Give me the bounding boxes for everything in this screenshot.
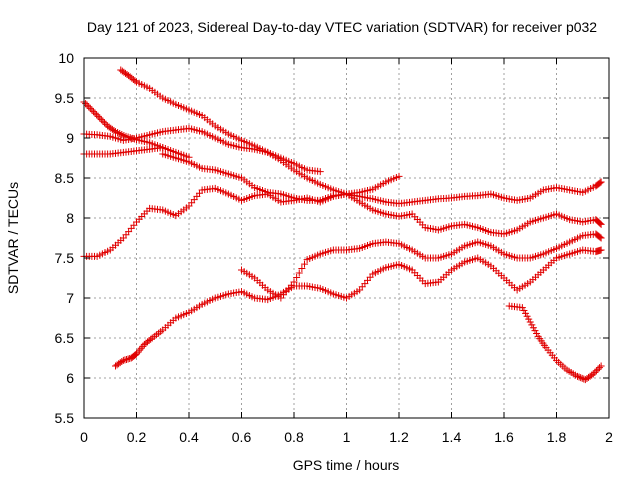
data-point-plus: [526, 318, 534, 326]
data-point-plus: [577, 374, 585, 382]
data-point-plus: [96, 114, 104, 122]
x-tick-label: 1.4: [442, 429, 462, 445]
data-point-plus: [88, 106, 96, 114]
y-tick-label: 7.5: [55, 250, 75, 266]
data-point-plus: [533, 330, 541, 338]
series-s7: [112, 246, 605, 370]
data-point-plus: [99, 117, 107, 125]
y-tick-label: 6.5: [55, 330, 75, 346]
y-tick-label: 9.5: [55, 90, 75, 106]
x-tick-label: 0.6: [232, 429, 252, 445]
x-tick-label: 2: [605, 429, 613, 445]
data-point-plus: [316, 168, 324, 176]
series-s6: [80, 184, 605, 260]
data-point-plus: [137, 344, 145, 352]
data-point-plus: [596, 233, 604, 241]
data-point-plus: [136, 346, 144, 354]
x-axis-label: GPS time / hours: [293, 457, 400, 473]
data-point-plus: [395, 172, 403, 180]
grid-lines: [84, 58, 609, 418]
data-point-plus: [94, 112, 102, 120]
data-point-plus: [520, 306, 528, 314]
y-tick-label: 8.5: [55, 170, 75, 186]
data-point-plus: [589, 370, 597, 378]
data-point-plus: [100, 119, 108, 127]
data-point-plus: [110, 126, 118, 134]
data-point-plus: [597, 178, 605, 186]
data-point-plus: [574, 372, 581, 380]
data-point-plus: [596, 219, 604, 227]
data-point-plus: [597, 220, 605, 228]
series-s4: [80, 144, 167, 158]
y-tick-label: 7: [66, 290, 74, 306]
x-tick-label: 1.2: [389, 429, 409, 445]
series-s9: [505, 302, 605, 384]
x-tick-label: 1.8: [547, 429, 567, 445]
data-point-plus: [118, 358, 126, 366]
data-point-plus: [298, 265, 306, 273]
x-axis-ticks: 0 0.2 0.4 0.6 0.8 1 1.2 1.4 1.6 1.8 2: [80, 58, 613, 445]
data-point-plus: [525, 315, 533, 323]
data-point-plus: [597, 362, 605, 370]
y-axis-label: SDTVAR / TECUs: [5, 182, 21, 294]
data-point-plus: [575, 373, 583, 381]
y-tick-label: 8: [66, 210, 74, 226]
data-point-plus: [295, 269, 303, 277]
data-point-plus: [89, 108, 97, 116]
data-point-plus: [293, 274, 301, 282]
data-point-plus: [592, 367, 600, 375]
data-point-plus: [290, 278, 298, 286]
data-point-plus: [97, 116, 105, 124]
data-point-plus: [528, 321, 536, 329]
x-tick-label: 0: [80, 429, 88, 445]
x-tick-label: 0.4: [179, 429, 199, 445]
x-tick-label: 1.6: [494, 429, 514, 445]
y-tick-label: 6: [66, 370, 74, 386]
data-point-plus: [159, 144, 167, 152]
y-tick-label: 9: [66, 130, 74, 146]
y-tick-label: 10: [58, 50, 74, 66]
data-point-plus: [139, 342, 147, 350]
data-points: [80, 66, 605, 384]
y-axis-ticks: 5.5 6 6.5 7 7.5 8 8.5 9 9.5 10: [55, 50, 609, 426]
data-point-plus: [596, 364, 604, 372]
data-point-plus: [596, 179, 604, 187]
series-s8: [238, 230, 605, 302]
data-point-plus: [523, 312, 531, 320]
x-tick-label: 0.2: [127, 429, 147, 445]
data-point-plus: [518, 304, 526, 312]
y-tick-label: 5.5: [55, 410, 75, 426]
x-tick-label: 0.8: [284, 429, 304, 445]
data-point-plus: [93, 111, 101, 119]
data-point-plus: [147, 335, 155, 343]
chart-title: Day 121 of 2023, Sidereal Day-to-day VTE…: [87, 19, 597, 35]
data-point-plus: [529, 324, 537, 332]
data-point-plus: [597, 246, 605, 254]
data-point-plus: [531, 327, 539, 335]
data-point-plus: [301, 260, 308, 268]
data-point-plus: [131, 77, 139, 85]
x-tick-label: 1: [343, 429, 351, 445]
data-point-plus: [86, 104, 94, 112]
data-point-plus: [91, 109, 99, 117]
data-point-plus: [83, 101, 91, 109]
data-point-plus: [594, 365, 602, 373]
data-point-plus: [85, 103, 93, 111]
data-point-plus: [522, 309, 530, 317]
data-point-plus: [597, 234, 605, 242]
data-point-plus: [82, 100, 90, 108]
series-s1: [117, 66, 324, 176]
data-point-plus: [591, 368, 599, 376]
